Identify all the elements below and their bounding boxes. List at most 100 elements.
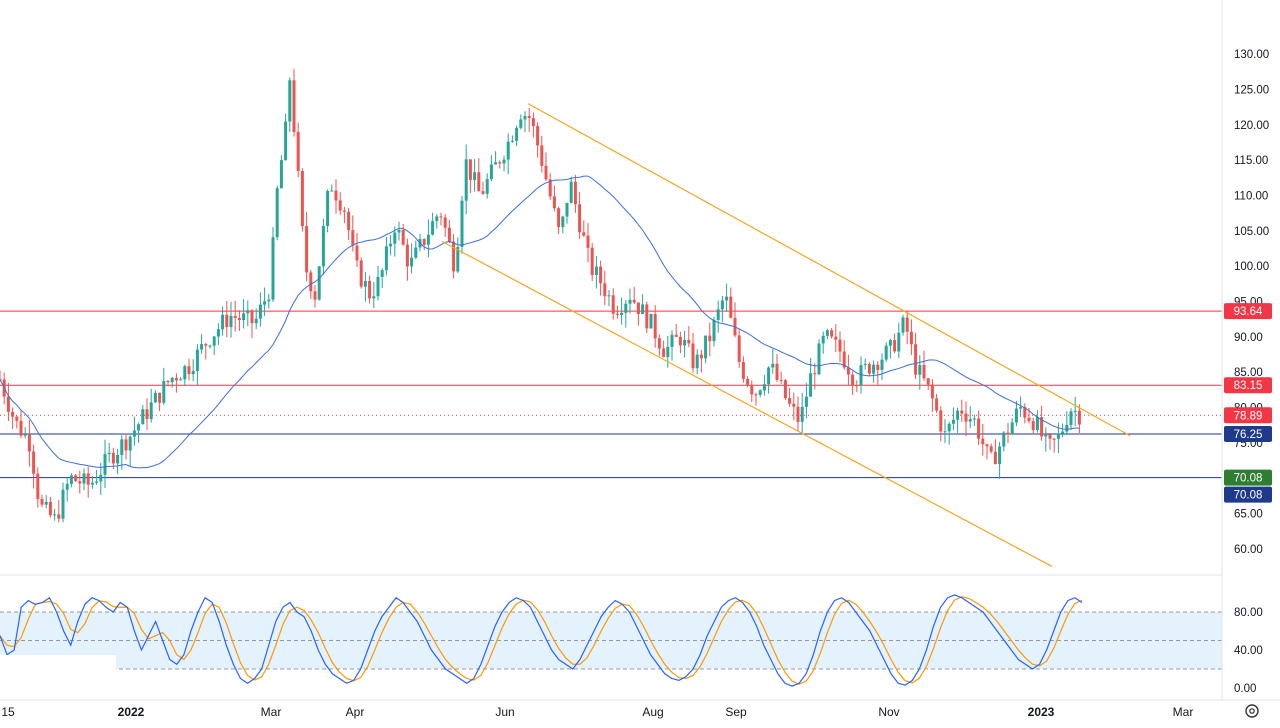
candle-body [842, 351, 846, 368]
channel-lower-line [441, 240, 1053, 567]
candle-body [36, 473, 40, 499]
stochastic-k-line [0, 594, 1083, 687]
candle-body [956, 410, 960, 420]
candle-body [82, 473, 86, 484]
candle-body [1006, 432, 1010, 435]
candle-body [867, 364, 871, 374]
candle-body [389, 243, 393, 247]
candle-body [447, 227, 451, 242]
candle-body [939, 410, 943, 432]
candle-body [158, 392, 162, 403]
candle-body [422, 239, 426, 245]
candle-body [90, 482, 94, 485]
level-price-badge [1224, 377, 1272, 394]
candle-body [128, 436, 132, 451]
candle-body [796, 406, 800, 422]
level-price-badge [1224, 425, 1272, 442]
candle-body [326, 190, 330, 226]
candle-body [330, 190, 334, 192]
price-tick-label: 85.00 [1234, 367, 1263, 379]
candle-body [590, 247, 594, 275]
last-price-badge [1224, 407, 1272, 424]
candle-body [582, 232, 586, 236]
candle-body [758, 390, 762, 395]
candle-body [729, 296, 733, 318]
candle-body [174, 377, 178, 381]
candle-body [279, 160, 283, 189]
candle-body [708, 335, 712, 342]
candle-body [32, 451, 36, 474]
candle-body [368, 280, 372, 299]
candle-body [863, 364, 867, 366]
candle-body [914, 344, 918, 375]
candle-body [296, 131, 300, 171]
candle-body [284, 121, 288, 161]
candle-body [321, 225, 325, 267]
candle-body [897, 332, 901, 352]
candle-body [359, 260, 363, 287]
candle-body [468, 159, 472, 180]
candle-body [666, 346, 670, 357]
candle-body [834, 336, 838, 340]
candle-body [15, 416, 19, 421]
candle-body [662, 348, 666, 357]
candle-body [116, 454, 120, 464]
candle-body [544, 165, 548, 180]
candle-body [998, 446, 1002, 465]
price-tick-label: 100.00 [1234, 261, 1269, 273]
candle-body [603, 283, 607, 297]
candle-body [1002, 432, 1006, 447]
candle-body [443, 217, 447, 228]
candle-body [905, 317, 909, 332]
candle-body [179, 379, 183, 381]
candle-body [578, 204, 582, 233]
candle-body [237, 317, 241, 321]
candle-body [380, 270, 384, 277]
candle-body [641, 304, 645, 315]
candle-body [1052, 438, 1056, 440]
green-price-label: 70.08 [1234, 473, 1263, 485]
candle-body [53, 514, 57, 516]
candle-body [1077, 410, 1081, 425]
candle-body [19, 420, 23, 436]
candle-body [821, 335, 825, 344]
settings-gear-icon[interactable] [1245, 704, 1259, 718]
candle-body [477, 172, 481, 192]
candle-body [137, 424, 141, 431]
candle-body [384, 246, 388, 271]
candle-body [813, 373, 817, 375]
candle-body [27, 434, 31, 452]
candle-body [250, 310, 254, 324]
time-tick-label: 2022 [118, 705, 145, 719]
time-tick-label: Nov [878, 705, 899, 719]
level-price-label: 93.64 [1234, 306, 1263, 318]
candle-body [460, 200, 464, 247]
candle-body [901, 317, 905, 333]
candle-body [951, 419, 955, 424]
candle-body [557, 208, 561, 228]
time-tick-label: Sep [725, 705, 747, 719]
candle-body [767, 367, 771, 385]
candle-body [200, 344, 204, 350]
candle-body [788, 398, 792, 404]
candle-body [431, 221, 435, 235]
candle-body [187, 366, 191, 375]
level-price-badge [1224, 486, 1272, 503]
candle-body [393, 232, 397, 244]
candle-body [489, 164, 493, 180]
candle-body [208, 345, 212, 347]
candle-body [960, 410, 964, 414]
time-tick-label: Mar [1173, 705, 1194, 719]
candle-body [195, 349, 199, 371]
candle-body [342, 210, 346, 212]
stochastic-tick-label: 0.00 [1234, 683, 1256, 695]
candle-body [124, 439, 128, 451]
candle-body [481, 191, 485, 194]
candle-body [859, 365, 863, 386]
candle-body [985, 444, 989, 447]
candle-body [695, 354, 699, 369]
candle-body [880, 359, 884, 371]
candle-body [162, 380, 166, 403]
candle-body [292, 80, 296, 132]
candle-body [166, 380, 170, 383]
